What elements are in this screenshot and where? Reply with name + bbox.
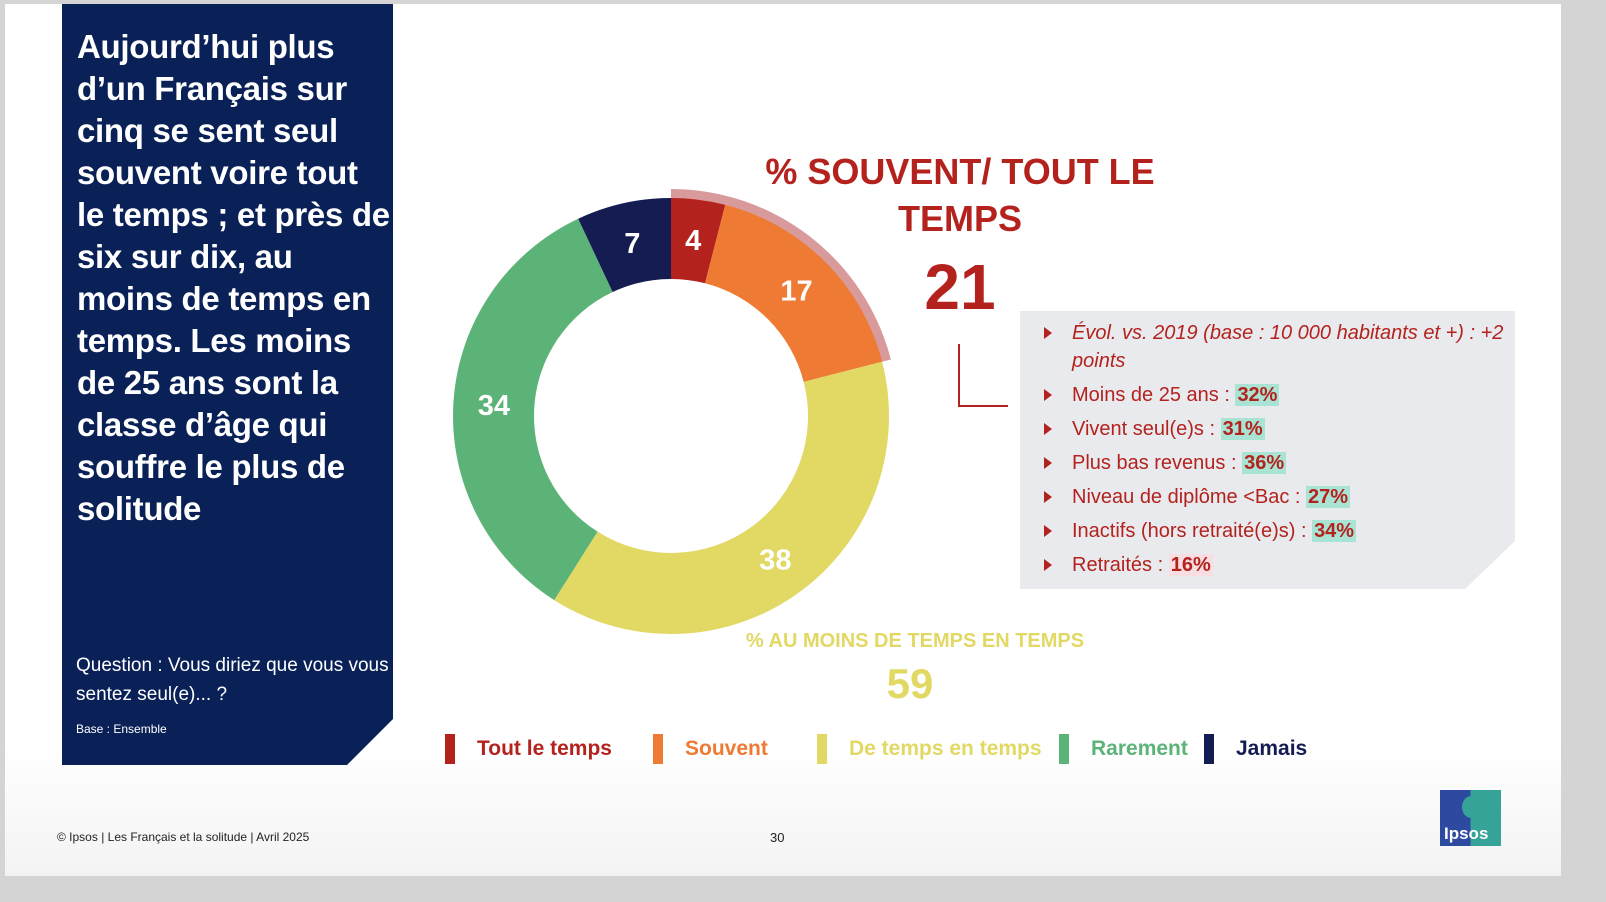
legend-item: Tout le temps (445, 733, 612, 765)
detail-value: 27% (1306, 486, 1351, 508)
detail-label: Moins de 25 ans : (1072, 384, 1236, 406)
base-text: Base : Ensemble (76, 722, 167, 736)
sub-kpi-title: % AU MOINS DE TEMPS EN TEMPS (745, 630, 1085, 652)
legend-item: Jamais (1204, 733, 1307, 765)
ipsos-logo: Ipsos (1440, 790, 1501, 846)
detail-item: Inactifs (hors retraité(e)s) : 34% (1042, 517, 1515, 545)
legend-label: De temps en temps (849, 737, 1042, 760)
details-box: Évol. vs. 2019 (base : 10 000 habitants … (1020, 311, 1515, 589)
legend-label: Souvent (685, 737, 768, 760)
logo-head-icon (1462, 796, 1480, 818)
donut-slice-0 (671, 198, 726, 284)
donut-slice-3 (452, 218, 613, 601)
kpi-title: % SOUVENT/ TOUT LE TEMPS (765, 151, 1155, 239)
kpi-value: 21 (924, 251, 996, 323)
question-text: Question : Vous diriez que vous vous sen… (76, 655, 389, 705)
detail-value: 31% (1220, 418, 1265, 440)
donut-slice-2 (554, 361, 889, 634)
detail-item: Moins de 25 ans : 32% (1042, 381, 1515, 409)
footer-text: © Ipsos | Les Français et la solitude | … (57, 830, 310, 844)
detail-item: Retraités : 16% (1042, 551, 1515, 579)
detail-label: Plus bas revenus : (1072, 452, 1243, 474)
donut-slice-4 (578, 198, 671, 293)
slice-label: 7 (624, 228, 640, 260)
highlight-arc (671, 189, 891, 363)
donut-slice-1 (705, 204, 883, 382)
detail-label: Niveau de diplôme <Bac : (1072, 486, 1307, 508)
legend-label: Jamais (1236, 737, 1308, 760)
page-number: 30 (770, 830, 785, 845)
detail-evol: Évol. vs. 2019 (base : 10 000 habitants … (1042, 319, 1515, 375)
slice-label: 4 (685, 225, 701, 257)
legend-swatch (817, 734, 827, 764)
detail-value: 16% (1168, 554, 1213, 576)
detail-label: Retraités : (1072, 554, 1169, 576)
legend-swatch (445, 734, 455, 764)
slice-label: 38 (759, 545, 791, 577)
detail-label: Vivent seul(e)s : (1072, 418, 1221, 440)
legend-label: Rarement (1091, 737, 1188, 760)
headline: Aujourd’hui plus d’un Français sur cinq … (77, 28, 390, 527)
detail-item: Plus bas revenus : 36% (1042, 449, 1515, 477)
legend-item: Souvent (653, 733, 768, 765)
legend-label: Tout le temps (477, 737, 612, 760)
headline-panel: Aujourd’hui plus d’un Français sur cinq … (62, 4, 393, 765)
legend-item: Rarement (1059, 733, 1188, 765)
detail-item: Niveau de diplôme <Bac : 27% (1042, 483, 1515, 511)
detail-value: 32% (1235, 384, 1280, 406)
detail-label: Inactifs (hors retraité(e)s) : (1072, 520, 1313, 542)
detail-value: 34% (1312, 520, 1357, 542)
legend-swatch (1204, 734, 1214, 764)
sub-kpi-value: 59 (886, 660, 934, 707)
detail-value: 36% (1242, 452, 1287, 474)
legend-swatch (1059, 734, 1069, 764)
logo-text: Ipsos (1444, 824, 1489, 843)
legend-item: De temps en temps (817, 733, 1042, 765)
connector-line (958, 344, 1008, 407)
legend-swatch (653, 734, 663, 764)
slice-label: 17 (780, 275, 812, 307)
slice-label: 34 (478, 390, 510, 422)
detail-item: Vivent seul(e)s : 31% (1042, 415, 1515, 443)
